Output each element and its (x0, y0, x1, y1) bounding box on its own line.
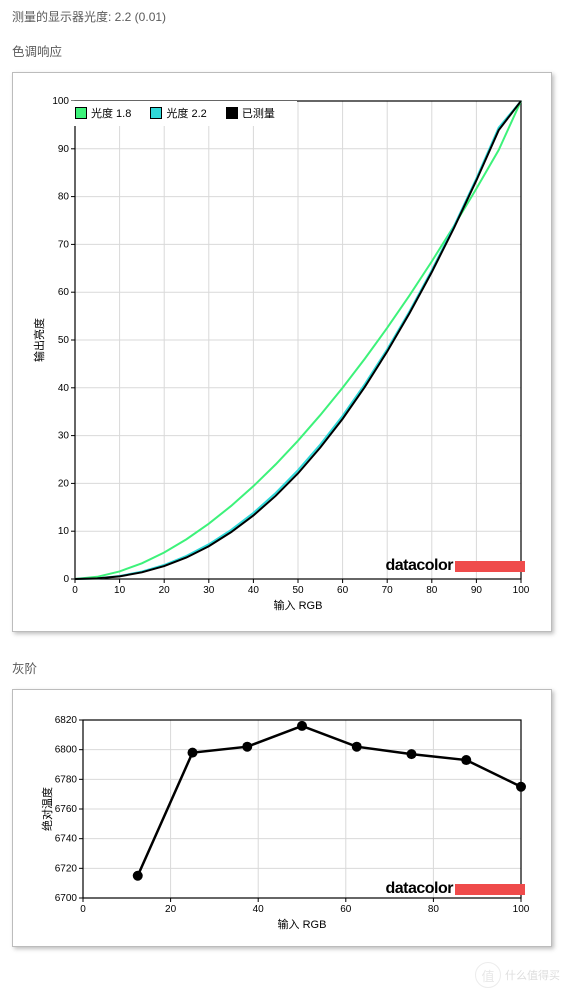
svg-text:80: 80 (428, 904, 440, 915)
legend-swatch (226, 107, 238, 119)
brand-logo: datacolor (385, 557, 525, 575)
section-title-tone: 色调响应 (12, 41, 552, 60)
brand-logo: datacolor (385, 880, 525, 898)
svg-text:40: 40 (253, 904, 265, 915)
svg-text:0: 0 (72, 585, 78, 596)
gray-scale-chart: 6700 6720 6740 6760 6780 6800 6820 0 20 40 60 80 100… (12, 689, 552, 947)
svg-text:6820: 6820 (55, 715, 78, 726)
svg-text:6740: 6740 (55, 834, 78, 845)
svg-text:60: 60 (340, 904, 352, 915)
svg-text:0: 0 (63, 574, 69, 585)
svg-text:70: 70 (382, 585, 394, 596)
measured-gamma-text: 测量的显示器光度: 2.2 (0.01) (12, 8, 552, 25)
legend-item-gamma18: 光度 1.8 (75, 105, 131, 121)
legend-label: 已测量 (242, 105, 275, 121)
section-title-gray: 灰阶 (12, 658, 552, 677)
svg-text:100: 100 (513, 904, 530, 915)
brand-text: datacolor (385, 880, 453, 898)
svg-text:90: 90 (471, 585, 483, 596)
legend-swatch (75, 107, 87, 119)
svg-text:80: 80 (426, 585, 438, 596)
svg-text:60: 60 (337, 585, 349, 596)
svg-text:20: 20 (159, 585, 171, 596)
svg-text:输出亮度: 输出亮度 (32, 318, 46, 362)
svg-text:40: 40 (58, 383, 70, 394)
svg-text:60: 60 (58, 287, 70, 298)
legend-item-measured: 已测量 (226, 105, 275, 121)
watermark-icon: 值 (475, 962, 501, 988)
brand-bar (455, 884, 525, 895)
svg-text:50: 50 (58, 335, 70, 346)
svg-text:100: 100 (513, 585, 530, 596)
svg-text:输入 RGB: 输入 RGB (274, 598, 323, 612)
svg-text:0: 0 (80, 904, 86, 915)
watermark: 值 什么值得买 (475, 962, 560, 988)
brand-bar (455, 561, 525, 572)
svg-text:40: 40 (248, 585, 260, 596)
tone-legend: 光度 1.8 光度 2.2 已测量 (69, 101, 297, 126)
svg-text:绝对温度: 绝对温度 (40, 787, 54, 831)
svg-text:20: 20 (165, 904, 177, 915)
svg-text:10: 10 (58, 526, 70, 537)
svg-text:6760: 6760 (55, 804, 78, 815)
tone-chart-svg: 0 10 20 30 40 50 60 70 80 90 100 0 10 20 30 40 50 60 70 80 9… (31, 93, 531, 613)
svg-text:6800: 6800 (55, 745, 78, 756)
svg-text:30: 30 (58, 431, 70, 442)
svg-text:20: 20 (58, 478, 70, 489)
svg-text:50: 50 (292, 585, 304, 596)
svg-text:100: 100 (52, 96, 69, 107)
svg-text:输入 RGB: 输入 RGB (278, 917, 327, 931)
svg-text:90: 90 (58, 144, 70, 155)
watermark-text: 什么值得买 (505, 967, 560, 983)
svg-text:6700: 6700 (55, 893, 78, 904)
svg-text:6720: 6720 (55, 863, 78, 874)
legend-item-gamma22: 光度 2.2 (150, 105, 206, 121)
svg-text:10: 10 (114, 585, 126, 596)
gray-chart-svg: 6700 6720 6740 6760 6780 6800 6820 0 20 40 60 80 100… (31, 710, 531, 932)
legend-label: 光度 2.2 (166, 105, 206, 121)
brand-text: datacolor (385, 557, 453, 575)
svg-text:70: 70 (58, 239, 70, 250)
legend-label: 光度 1.8 (91, 105, 131, 121)
svg-text:6780: 6780 (55, 774, 78, 785)
svg-text:80: 80 (58, 192, 70, 203)
svg-text:30: 30 (203, 585, 215, 596)
tone-response-chart: 光度 1.8 光度 2.2 已测量 0102030405060708090100… (12, 72, 552, 632)
legend-swatch (150, 107, 162, 119)
